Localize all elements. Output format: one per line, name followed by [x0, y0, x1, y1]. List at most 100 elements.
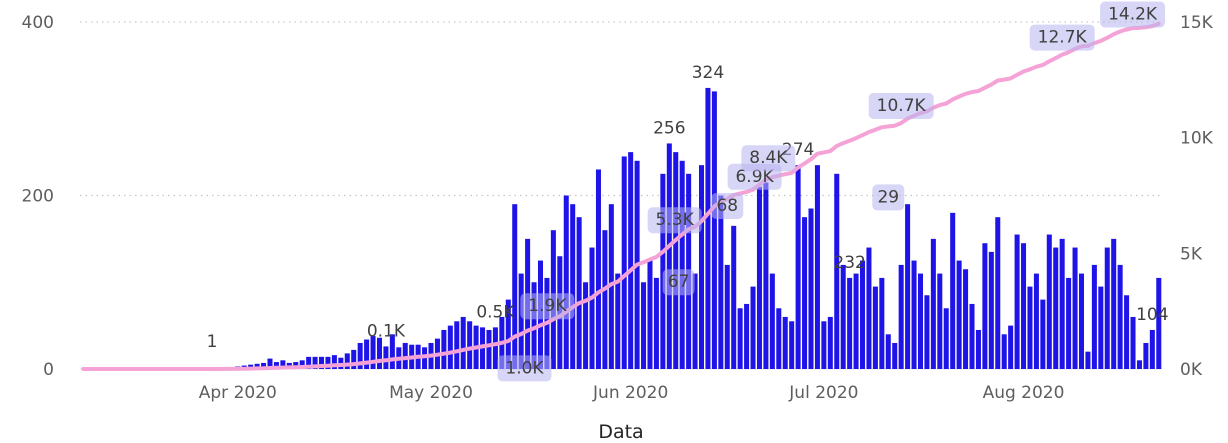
bar — [1149, 329, 1155, 369]
bar — [660, 173, 666, 369]
bar — [737, 308, 743, 369]
bar — [789, 321, 795, 369]
y-left-tick-label: 0 — [43, 360, 54, 380]
bar — [492, 327, 498, 369]
bar — [357, 342, 363, 369]
bar — [1066, 277, 1072, 369]
bar — [988, 251, 994, 369]
bar — [1021, 243, 1027, 369]
line-data-label: 10.7K — [877, 96, 927, 116]
bar — [306, 356, 312, 369]
bar-data-label: 324 — [692, 63, 724, 83]
bar — [1072, 247, 1078, 369]
bar — [718, 195, 724, 369]
bar — [1130, 316, 1136, 369]
bar — [589, 247, 595, 369]
bar — [860, 260, 866, 369]
bar — [325, 356, 331, 369]
x-tick-label: Jul 2020 — [788, 383, 858, 403]
bar — [512, 204, 518, 369]
x-axis-title: Data — [598, 421, 643, 443]
bar — [679, 160, 685, 369]
bar — [486, 329, 492, 369]
line-data-label: 67 — [668, 272, 690, 292]
bar — [937, 273, 943, 369]
data-label-background — [872, 184, 905, 211]
bar — [595, 169, 601, 369]
bar — [840, 264, 846, 369]
data-label-background — [1029, 24, 1095, 51]
bar — [1001, 334, 1007, 369]
bar — [1046, 234, 1052, 369]
bar — [505, 299, 511, 369]
bar — [261, 362, 267, 369]
bar — [467, 321, 473, 369]
bar — [1085, 351, 1091, 369]
bar — [795, 165, 801, 369]
bar — [1104, 247, 1110, 369]
bar — [847, 277, 853, 369]
bar — [724, 264, 730, 369]
line-data-label: 6.9K — [735, 167, 774, 187]
bar — [460, 316, 466, 369]
bar-data-label: 0.1K — [367, 321, 406, 341]
bar — [370, 336, 376, 369]
bar — [673, 152, 679, 369]
bar — [763, 182, 769, 369]
bar — [1040, 299, 1046, 369]
bar — [628, 152, 634, 369]
bar — [711, 91, 717, 370]
bar — [1117, 264, 1123, 369]
bar — [917, 273, 923, 369]
bar — [376, 337, 382, 369]
data-label-background — [662, 269, 695, 296]
bar — [982, 243, 988, 369]
bar — [344, 353, 350, 369]
data-label-background — [497, 355, 552, 382]
bar — [808, 208, 814, 369]
bar — [827, 316, 833, 369]
data-label-background — [647, 207, 702, 234]
bar — [570, 204, 576, 369]
data-label-background — [868, 92, 934, 119]
bar — [898, 264, 904, 369]
bar-data-label: 232 — [833, 253, 865, 273]
bar — [776, 308, 782, 369]
bar — [744, 303, 750, 369]
line-data-label: 14.2K — [1108, 4, 1158, 24]
bar — [872, 286, 878, 369]
y-right-tick-label: 10K — [1180, 129, 1214, 149]
bar — [1033, 273, 1039, 369]
x-tick-label: Jun 2020 — [592, 383, 668, 403]
bar — [905, 204, 911, 369]
bar — [731, 225, 737, 369]
x-tick-label: May 2020 — [389, 383, 473, 403]
line-data-label: 68 — [716, 196, 738, 216]
y-right-tick-label: 5K — [1180, 244, 1203, 264]
bar — [1008, 325, 1014, 369]
bar — [615, 273, 621, 369]
bar — [299, 360, 305, 369]
bar — [351, 349, 357, 369]
bar-data-label: 0.5K — [476, 302, 515, 322]
bar — [950, 212, 956, 369]
data-label-background — [1100, 1, 1166, 28]
bar — [576, 217, 582, 369]
data-label-background — [741, 145, 796, 172]
line-data-label: 12.7K — [1038, 28, 1088, 48]
bar — [782, 316, 788, 369]
bar — [943, 308, 949, 369]
bar — [1078, 273, 1085, 369]
bar — [447, 325, 453, 369]
bar — [441, 329, 447, 369]
bar — [930, 238, 936, 369]
bar — [1098, 286, 1104, 369]
bar — [924, 295, 930, 369]
bar — [1111, 238, 1117, 369]
bar — [1091, 264, 1097, 369]
bar-data-label: 256 — [653, 118, 685, 138]
data-label-background — [520, 293, 575, 320]
bar-data-label: 104 — [1136, 305, 1168, 325]
x-tick-label: Aug 2020 — [983, 383, 1065, 403]
bar — [956, 260, 962, 369]
